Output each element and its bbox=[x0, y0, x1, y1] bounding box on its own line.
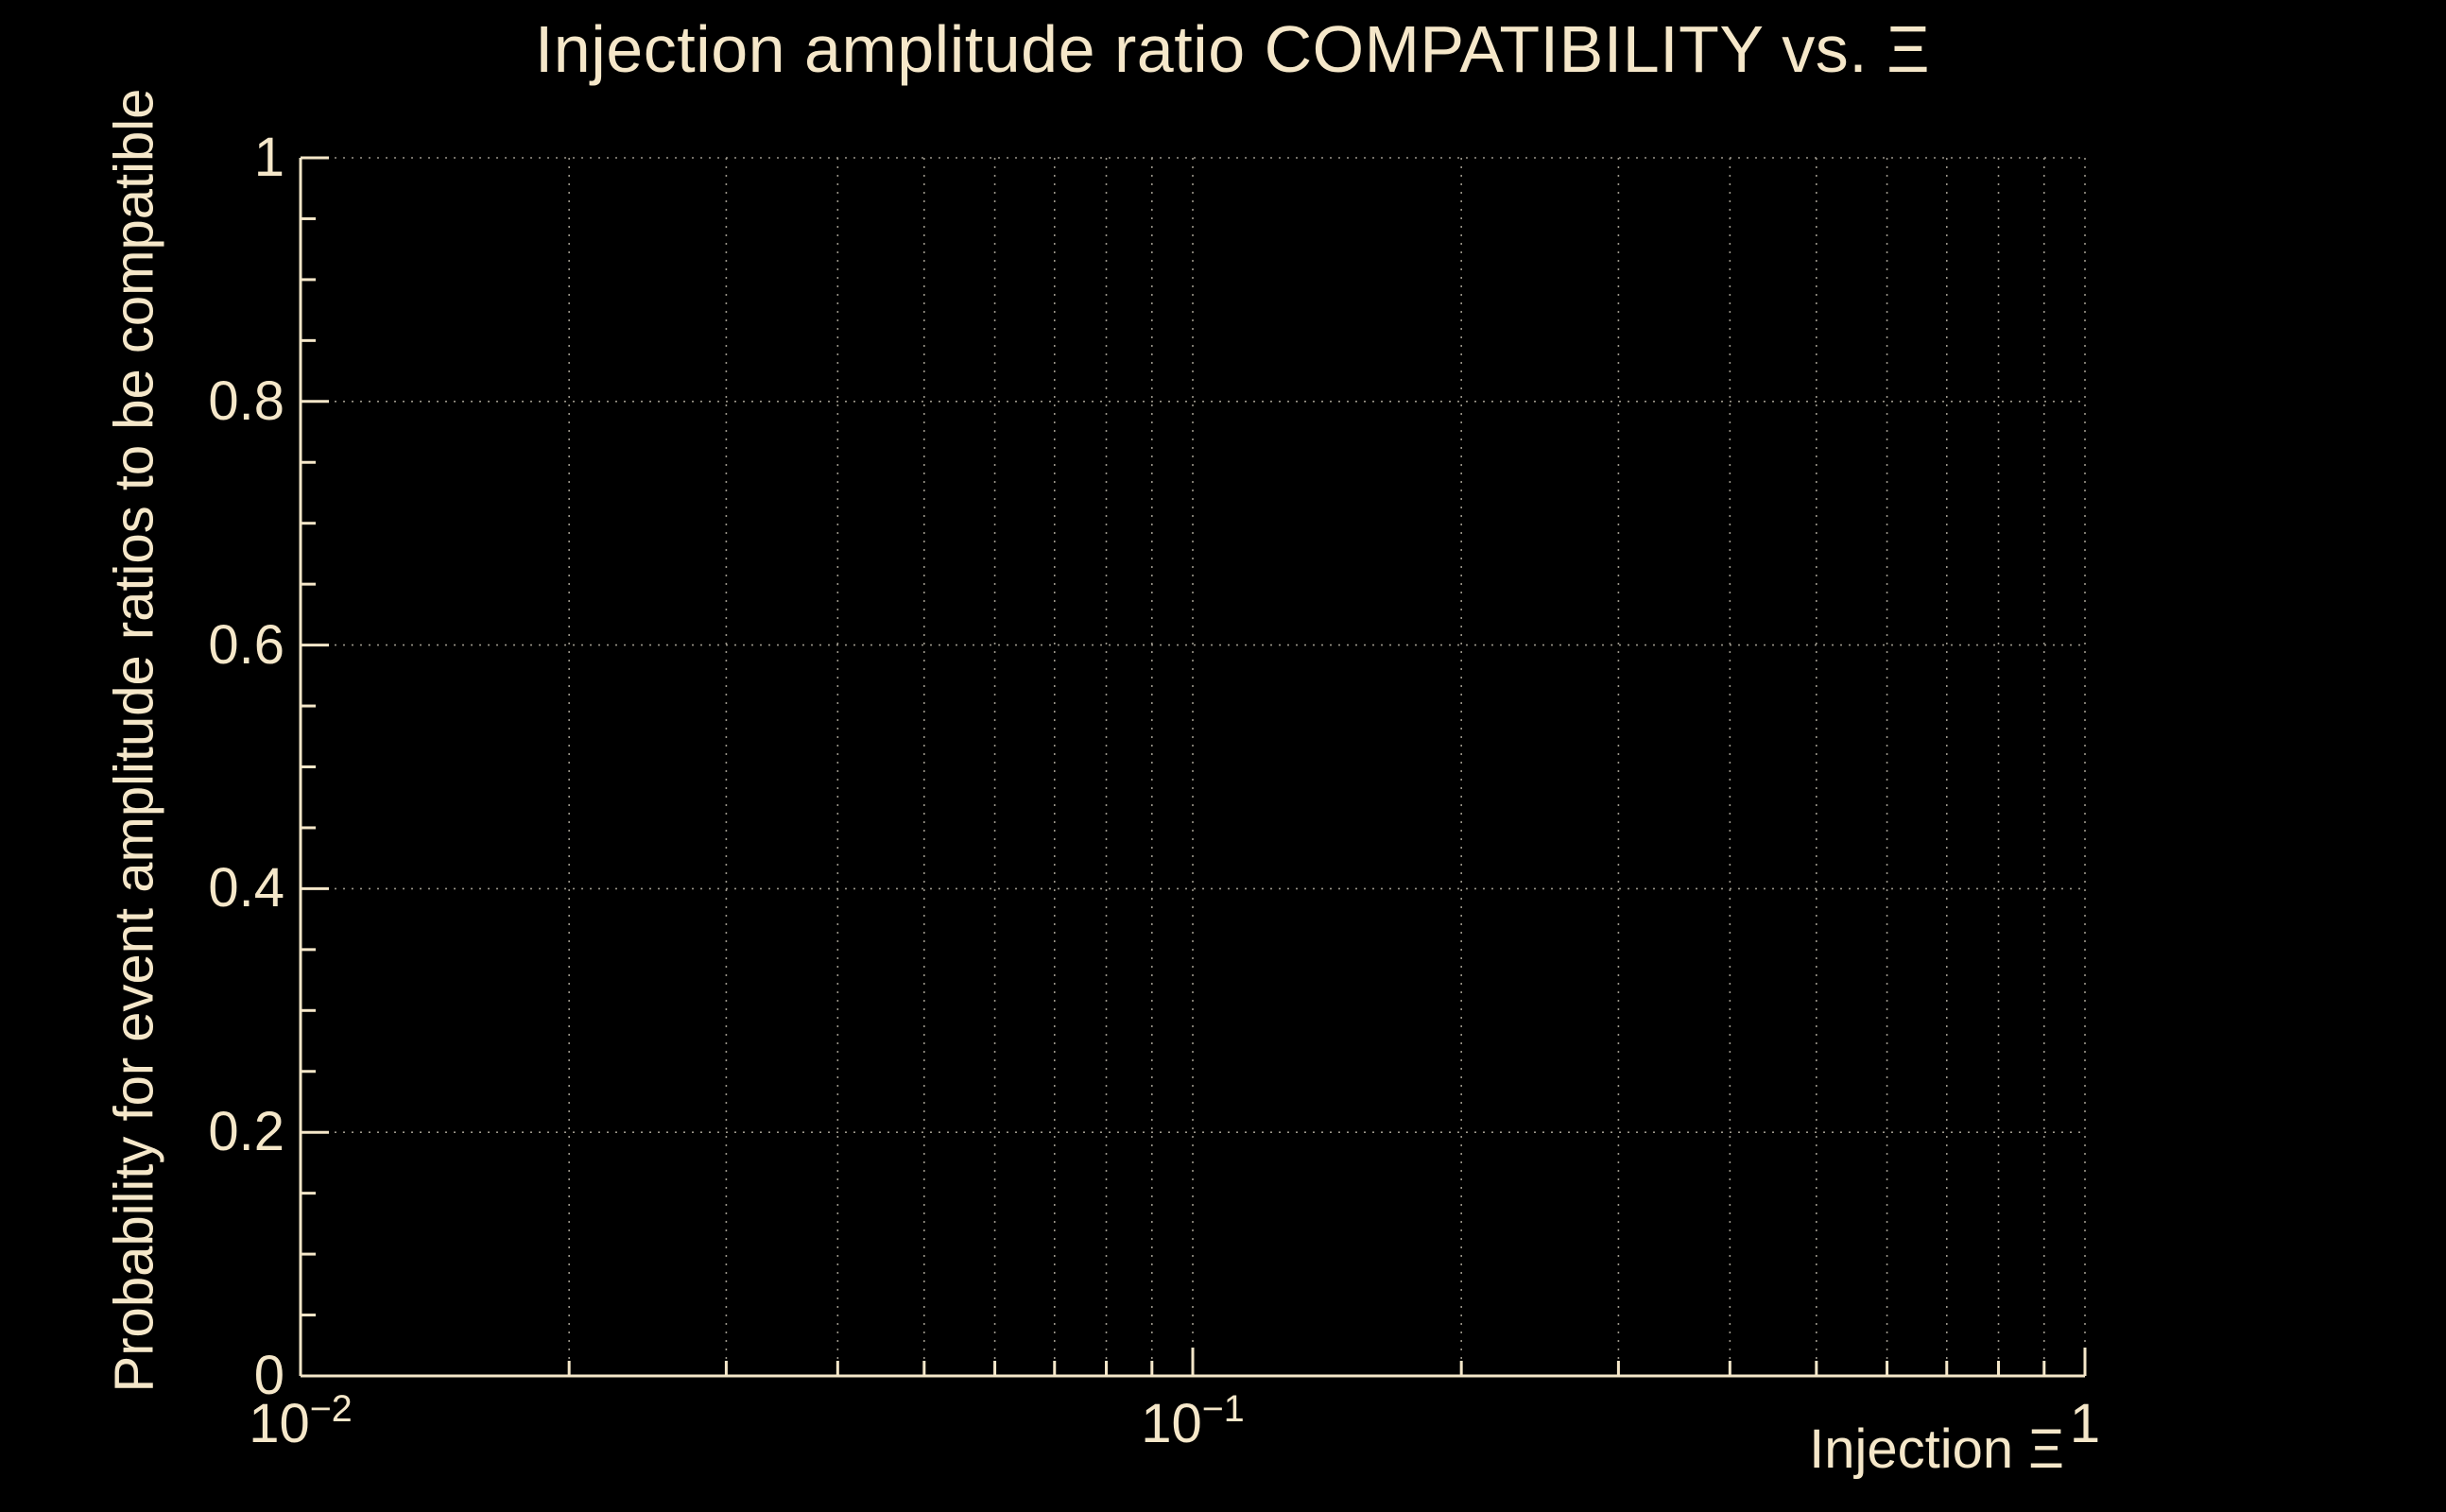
x-tick-exponent: −2 bbox=[309, 1388, 353, 1431]
x-tick-label: 10−1 bbox=[1141, 1388, 1245, 1454]
y-tick-label: 0.8 bbox=[208, 369, 284, 432]
x-tick-label: 1 bbox=[2069, 1393, 2101, 1454]
y-tick-label: 0.4 bbox=[208, 857, 284, 919]
y-tick-label: 0 bbox=[253, 1345, 284, 1406]
x-tick-exponent: −1 bbox=[1201, 1388, 1245, 1431]
y-tick-label: 1 bbox=[253, 127, 284, 188]
y-tick-label: 0.6 bbox=[208, 613, 284, 676]
x-axis-title: Injection Ξ bbox=[1809, 1418, 2064, 1480]
x-tick-label: 10−2 bbox=[249, 1388, 353, 1454]
chart-title: Injection amplitude ratio COMPATIBILITY … bbox=[534, 12, 1931, 86]
y-tick-label: 0.2 bbox=[208, 1101, 284, 1163]
